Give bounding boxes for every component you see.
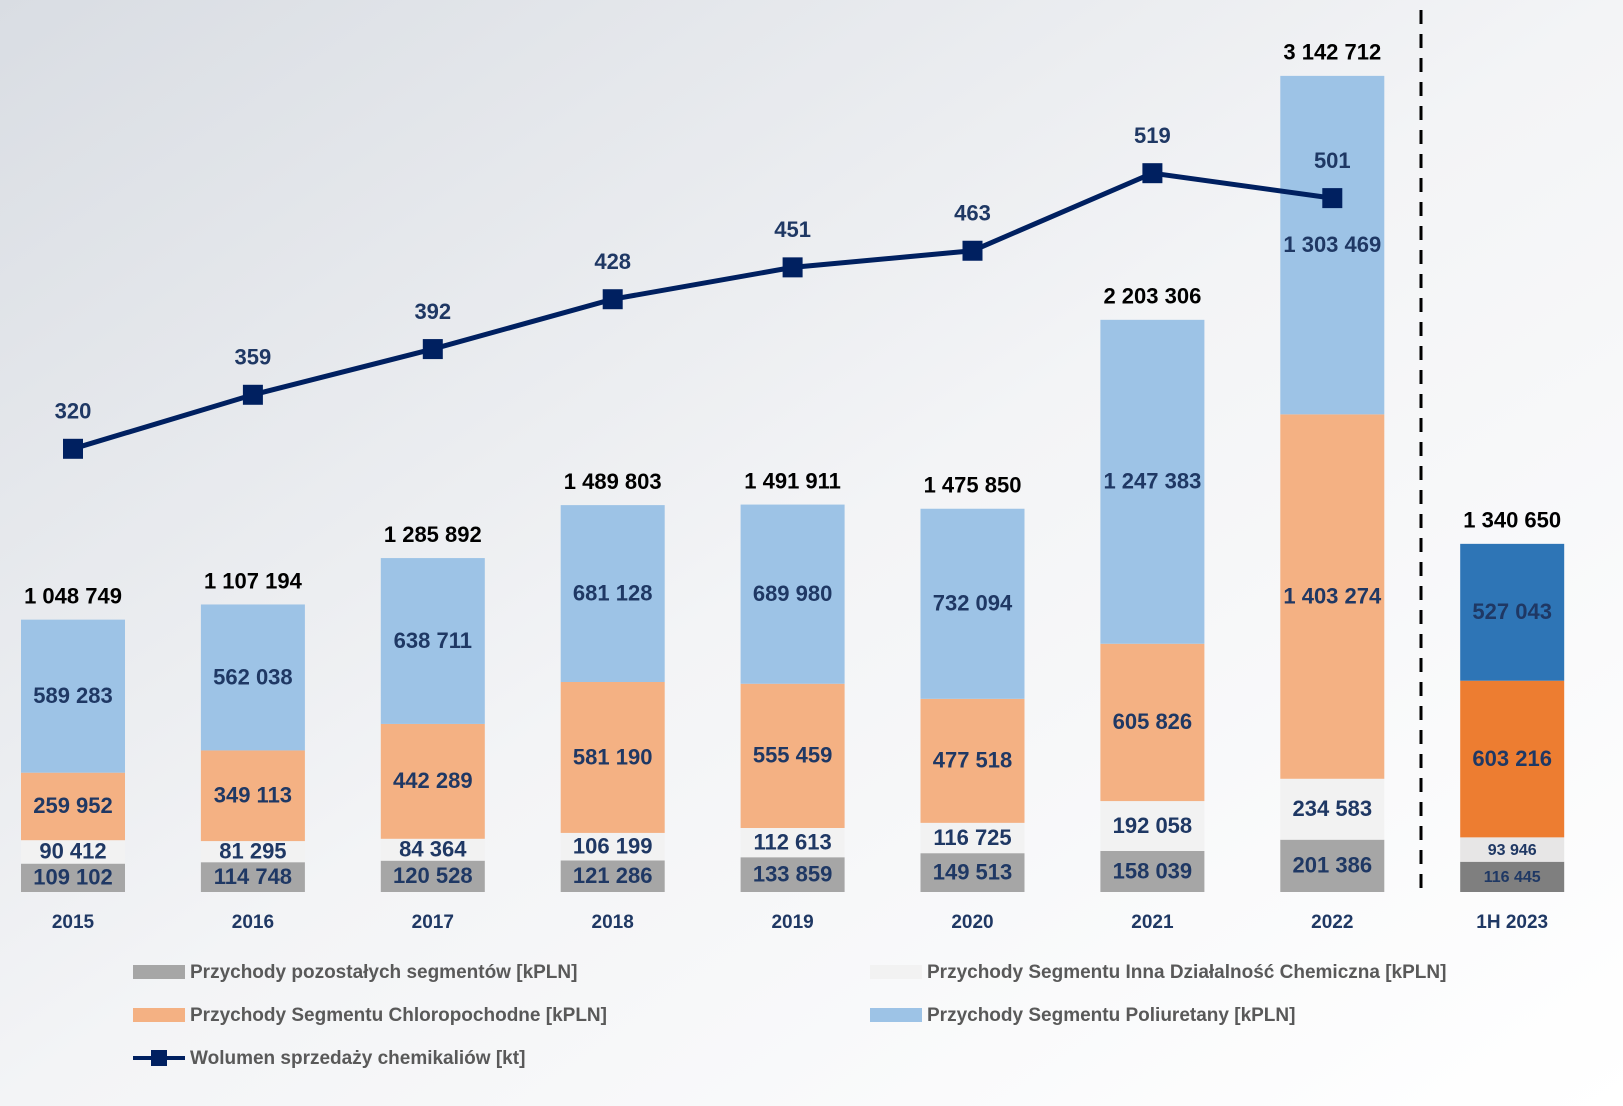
x-tick-label: 2017 [412,912,454,933]
line-label: 428 [594,249,631,274]
line-label: 463 [954,201,991,226]
x-tick-label: 2016 [232,912,274,933]
legend-label: Przychody pozostałych segmentów [kPLN] [190,962,577,983]
data-label: 581 190 [573,744,653,769]
total-label: 3 142 712 [1283,40,1381,65]
x-tick-label: 2020 [951,912,993,933]
total-label: 1 340 650 [1463,508,1561,533]
line-marker [1142,163,1162,183]
data-label: 121 286 [573,863,653,888]
total-label: 1 048 749 [24,583,122,608]
line-marker [243,385,263,405]
total-label: 1 489 803 [564,469,662,494]
data-label: 192 058 [1113,813,1193,838]
line-label: 451 [774,217,811,242]
data-label: 1 403 274 [1283,583,1382,608]
data-label: 527 043 [1472,599,1552,624]
data-label: 1 303 469 [1283,232,1381,257]
line-marker [783,257,803,277]
data-label: 158 039 [1113,858,1193,883]
data-label: 689 980 [753,581,833,606]
data-label: 116 725 [933,825,1011,850]
data-label: 116 445 [1484,869,1541,886]
line-marker [603,289,623,309]
x-tick-label: 1H 2023 [1476,912,1548,933]
data-label: 120 528 [393,863,473,888]
total-label: 1 107 194 [204,568,303,593]
total-label: 1 285 892 [384,522,482,547]
data-label: 90 412 [39,839,106,864]
data-label: 681 128 [573,580,653,605]
line-marker [1322,188,1342,208]
legend-marker [151,1050,167,1066]
data-label: 149 513 [933,859,1013,884]
line-marker [423,339,443,359]
data-label: 589 283 [33,683,113,708]
data-label: 234 583 [1293,796,1373,821]
data-label: 93 946 [1488,842,1537,859]
legend-label: Przychody Segmentu Chloropochodne [kPLN] [190,1005,607,1026]
legend-label: Przychody Segmentu Poliuretany [kPLN] [927,1005,1295,1026]
data-label: 112 613 [753,829,831,854]
total-label: 1 491 911 [744,468,841,493]
data-label: 114 748 [214,864,292,889]
total-label: 2 203 306 [1103,284,1201,309]
data-label: 109 102 [33,865,113,890]
data-label: 349 113 [214,783,292,808]
data-label: 605 826 [1113,709,1193,734]
data-label: 603 216 [1472,746,1552,771]
legend-swatch [870,965,922,979]
x-tick-label: 2019 [771,912,813,933]
line-marker [963,241,983,261]
data-label: 732 094 [933,591,1013,616]
line-label: 392 [414,299,451,324]
data-label: 1 247 383 [1103,469,1201,494]
x-tick-label: 2021 [1131,912,1174,933]
data-label: 442 289 [393,768,473,793]
data-label: 81 295 [219,838,286,863]
line-label: 519 [1134,123,1171,148]
line-label: 501 [1314,148,1351,173]
x-tick-label: 2022 [1311,912,1353,933]
legend-label: Wolumen sprzedaży chemikaliów [kt] [190,1048,525,1069]
x-tick-label: 2018 [592,912,634,933]
legend-label: Przychody Segmentu Inna Działalność Chem… [927,962,1446,983]
chart: 109 102 114 748 120 528 121 286 133 859 149 5… [0,0,1623,1106]
legend-swatch [133,965,185,979]
data-label: 201 386 [1293,853,1373,878]
data-label: 84 364 [399,837,467,862]
legend-swatch [870,1008,922,1022]
data-label: 106 199 [573,834,653,859]
data-label: 477 518 [933,748,1013,773]
legend-swatch [133,1008,185,1022]
line-marker [63,439,83,459]
data-label: 259 952 [33,793,113,818]
data-label: 133 859 [753,861,833,886]
data-label: 638 711 [394,628,472,653]
line-label: 359 [235,345,272,370]
line-label: 320 [55,399,92,424]
data-label: 555 459 [753,743,833,768]
x-tick-label: 2015 [52,912,95,933]
total-label: 1 475 850 [924,473,1022,498]
data-label: 562 038 [213,664,293,689]
